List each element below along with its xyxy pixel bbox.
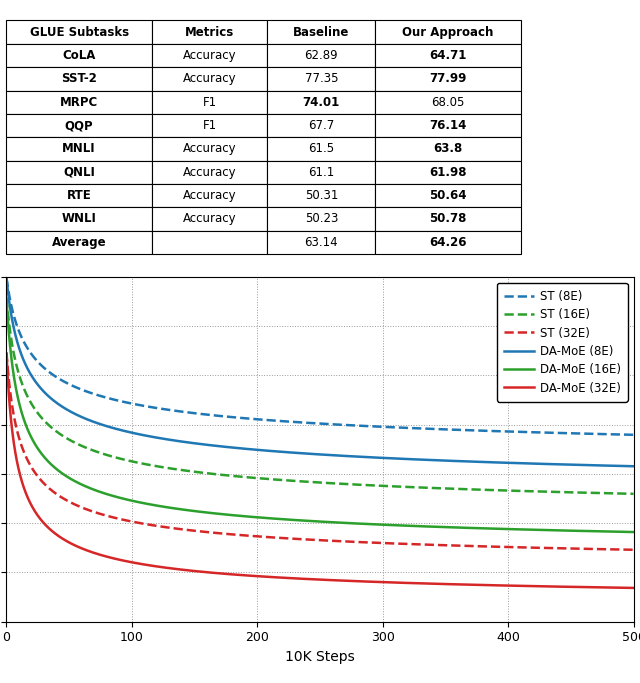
DA-MoE (8E) [3, 274, 10, 282]
Line: DA-MoE (16E): DA-MoE (16E) [6, 299, 634, 532]
DA-MoE (16E) [379, 520, 387, 529]
Line: DA-MoE (32E): DA-MoE (32E) [6, 354, 634, 588]
ST (32E) [470, 542, 478, 550]
Line: DA-MoE (8E): DA-MoE (8E) [6, 278, 634, 466]
Line: ST (8E): ST (8E) [6, 278, 634, 435]
ST (32E) [518, 543, 526, 551]
ST (8E) [630, 431, 637, 439]
ST (32E) [3, 348, 10, 357]
DA-MoE (8E) [518, 459, 526, 467]
Legend: ST (8E), ST (16E), ST (32E), DA-MoE (8E), DA-MoE (16E), DA-MoE (32E): ST (8E), ST (16E), ST (32E), DA-MoE (8E)… [497, 283, 628, 402]
DA-MoE (8E) [630, 462, 637, 471]
DA-MoE (8E) [116, 426, 124, 434]
ST (16E) [518, 487, 526, 495]
DA-MoE (8E) [470, 458, 478, 466]
Line: ST (32E): ST (32E) [6, 352, 634, 550]
DA-MoE (16E) [630, 528, 637, 536]
DA-MoE (32E) [630, 584, 637, 592]
Line: ST (16E): ST (16E) [6, 298, 634, 494]
ST (8E) [379, 423, 387, 431]
DA-MoE (32E) [3, 350, 10, 358]
DA-MoE (32E) [470, 581, 478, 589]
DA-MoE (8E) [410, 456, 418, 464]
DA-MoE (32E) [410, 579, 418, 587]
ST (8E) [518, 428, 526, 436]
X-axis label: 10K Steps: 10K Steps [285, 650, 355, 664]
ST (8E) [3, 274, 10, 282]
ST (8E) [116, 397, 124, 405]
DA-MoE (16E) [116, 494, 124, 502]
ST (16E) [470, 486, 478, 494]
DA-MoE (8E) [379, 454, 387, 462]
ST (32E) [410, 540, 418, 548]
ST (32E) [116, 515, 124, 523]
DA-MoE (16E) [470, 524, 478, 532]
ST (16E) [3, 294, 10, 303]
ST (8E) [243, 415, 250, 423]
ST (16E) [630, 490, 637, 498]
ST (16E) [379, 482, 387, 490]
ST (8E) [410, 424, 418, 432]
DA-MoE (16E) [410, 522, 418, 530]
DA-MoE (32E) [116, 556, 124, 564]
DA-MoE (16E) [518, 525, 526, 533]
ST (8E) [470, 426, 478, 434]
ST (32E) [379, 539, 387, 547]
ST (32E) [243, 531, 250, 540]
ST (16E) [243, 473, 250, 482]
DA-MoE (32E) [243, 571, 250, 579]
DA-MoE (8E) [243, 445, 250, 453]
ST (16E) [116, 455, 124, 463]
DA-MoE (32E) [518, 582, 526, 590]
DA-MoE (16E) [243, 512, 250, 520]
DA-MoE (16E) [3, 295, 10, 303]
ST (32E) [630, 546, 637, 554]
DA-MoE (32E) [379, 578, 387, 586]
ST (16E) [410, 483, 418, 491]
